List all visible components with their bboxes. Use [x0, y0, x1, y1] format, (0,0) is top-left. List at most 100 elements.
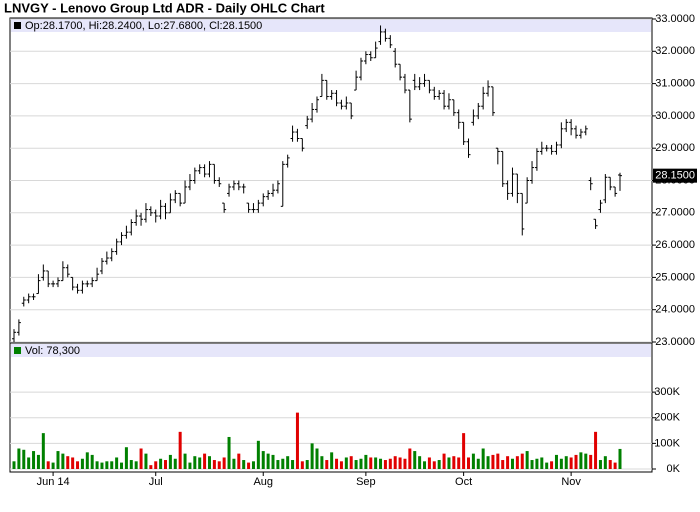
- volume-bar: [515, 456, 519, 469]
- y-tick-label: 23.0000: [655, 336, 695, 348]
- volume-bar: [506, 456, 510, 469]
- volume-bar: [496, 453, 500, 469]
- volume-bar: [100, 462, 104, 469]
- x-tick-label: Aug: [253, 476, 273, 488]
- volume-bar: [481, 448, 485, 469]
- volume-bar: [281, 458, 285, 469]
- volume-bar: [207, 456, 211, 469]
- last-price-box: [653, 168, 697, 183]
- volume-bar: [76, 461, 80, 469]
- volume-bar: [198, 457, 202, 469]
- volume-bar: [613, 462, 617, 469]
- volume-bar: [61, 453, 65, 469]
- volume-bar: [164, 460, 167, 469]
- volume-bar: [295, 412, 299, 469]
- volume-bar: [291, 460, 295, 469]
- volume-bar: [173, 458, 177, 469]
- volume-bar: [310, 443, 314, 469]
- volume-bar: [66, 456, 70, 469]
- volume-bar: [212, 460, 216, 469]
- volume-bar: [120, 462, 124, 469]
- volume-bar: [349, 456, 353, 469]
- volume-bar: [364, 454, 368, 469]
- legend-swatch: [14, 22, 21, 29]
- volume-bar: [129, 460, 133, 469]
- volume-bar: [608, 460, 612, 469]
- y-tick-label: 100K: [654, 437, 680, 449]
- volume-bar: [618, 448, 622, 469]
- volume-bar: [193, 456, 197, 469]
- volume-bar: [598, 460, 602, 469]
- volume-bar: [510, 458, 514, 469]
- volume-bar: [168, 454, 172, 469]
- volume-bar: [46, 461, 50, 469]
- volume-bar: [32, 451, 36, 469]
- volume-bar: [408, 448, 412, 469]
- y-tick-label: 200K: [654, 412, 680, 424]
- volume-bar: [554, 454, 558, 469]
- volume-bar: [569, 457, 573, 469]
- volume-bar: [85, 452, 89, 469]
- volume-bar: [530, 460, 534, 469]
- volume-bar: [589, 454, 593, 469]
- volume-bar: [286, 456, 290, 469]
- volume-bar: [354, 460, 358, 469]
- x-tick-label: Sep: [356, 476, 376, 488]
- volume-bar: [27, 457, 31, 469]
- volume-bar: [437, 460, 441, 469]
- volume-bar: [159, 458, 163, 469]
- volume-bar: [41, 433, 45, 469]
- volume-bar: [388, 458, 392, 469]
- volume-bar: [315, 448, 319, 469]
- volume-bar: [134, 461, 138, 469]
- volume-bar: [247, 462, 251, 469]
- volume-bar: [427, 457, 431, 469]
- y-tick-label: 31.0000: [655, 78, 695, 90]
- legend-band: [11, 344, 651, 357]
- volume-bar: [261, 451, 265, 469]
- volume-bar: [232, 458, 236, 469]
- volume-bar: [178, 431, 182, 469]
- volume-bar: [393, 456, 397, 469]
- y-tick-label: 33.0000: [655, 13, 695, 25]
- volume-bar: [413, 451, 417, 469]
- volume-bar: [320, 456, 324, 469]
- volume-bar: [403, 458, 407, 469]
- volume-bar: [227, 436, 231, 469]
- volume-bar: [110, 461, 114, 469]
- volume-bar: [540, 457, 544, 469]
- x-tick-label: Jun 14: [37, 476, 70, 488]
- volume-bar: [344, 457, 348, 469]
- volume-bar: [491, 454, 495, 469]
- volume-bar: [383, 460, 387, 469]
- legend-text: Vol: 78,300: [25, 345, 80, 357]
- volume-bar: [305, 460, 309, 469]
- volume-bar: [418, 456, 422, 469]
- y-tick-label: 29.0000: [655, 142, 695, 154]
- volume-bar: [149, 465, 153, 469]
- volume-bar: [442, 453, 446, 469]
- volume-bar: [335, 458, 339, 469]
- volume-bar: [95, 461, 99, 469]
- chart-title: LNVGY - Lenovo Group Ltd ADR - Daily OHL…: [4, 0, 325, 15]
- volume-bar: [379, 458, 383, 469]
- volume-bar: [22, 449, 26, 469]
- volume-bar: [594, 431, 598, 469]
- volume-bar: [535, 458, 539, 469]
- volume-bar: [256, 440, 260, 469]
- volume-bar: [550, 461, 554, 469]
- volume-bar: [80, 458, 84, 469]
- volume-bar: [271, 454, 275, 469]
- volume-bar: [471, 453, 475, 469]
- volume-bar: [467, 457, 470, 469]
- panel: [9, 342, 653, 473]
- legend-text: Op:28.1700, Hi:28.2400, Lo:27.6800, Cl:2…: [25, 20, 262, 32]
- volume-bar: [300, 461, 304, 469]
- volume-bar: [603, 456, 607, 469]
- legend-band: [11, 19, 651, 32]
- y-tick-label: 0K: [667, 463, 681, 475]
- volume-bar: [124, 447, 128, 469]
- volume-bar: [217, 461, 221, 469]
- volume-bar: [242, 460, 246, 469]
